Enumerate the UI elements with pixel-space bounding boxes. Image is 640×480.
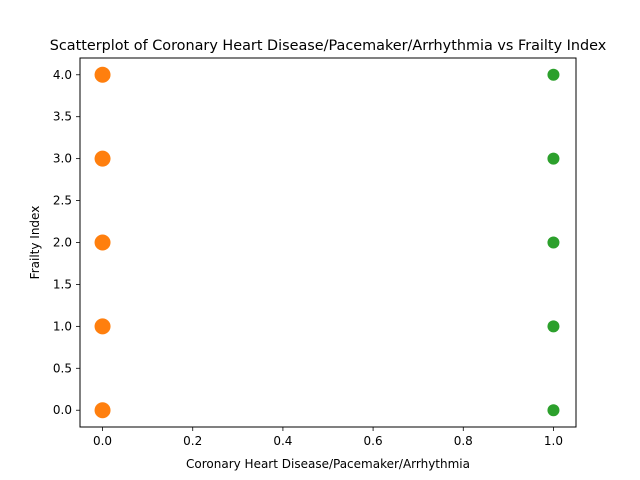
x-tick-label: 0.0 [93,434,112,448]
data-point [94,150,111,167]
plot-frame [79,57,577,428]
y-tick-label: 1.0 [53,319,72,333]
y-tick-label: 0.5 [53,361,72,375]
x-tick-label: 1.0 [544,434,563,448]
data-point [94,234,111,251]
chart-title: Scatterplot of Coronary Heart Disease/Pa… [50,38,607,54]
series-0 [94,66,111,419]
data-point [547,320,560,333]
y-axis-label: Frailty Index [28,206,42,280]
y-axis: 0.0 0.5 1.0 1.5 2.0 2.5 3.0 3.5 4.0 [53,68,80,417]
y-tick-label: 4.0 [53,68,72,82]
x-tick-label: 0.4 [273,434,292,448]
x-tick-label: 0.8 [454,434,473,448]
y-tick-label: 2.5 [53,194,72,208]
data-point [94,402,111,419]
x-axis: 0.0 0.2 0.4 0.6 0.8 1.0 [93,427,563,448]
series-1 [547,68,560,417]
x-tick-label: 0.6 [364,434,383,448]
y-tick-label: 3.5 [53,110,72,124]
data-point [547,68,560,81]
data-point [547,404,560,417]
plot-area [94,66,560,419]
data-point [94,318,111,335]
x-axis-label: Coronary Heart Disease/Pacemaker/Arrhyth… [186,457,470,471]
y-tick-label: 1.5 [53,277,72,291]
x-tick-label: 0.2 [183,434,202,448]
y-tick-label: 0.0 [53,403,72,417]
y-tick-label: 3.0 [53,152,72,166]
data-point [547,152,560,165]
data-point [94,66,111,83]
data-point [547,236,560,249]
y-tick-label: 2.0 [53,236,72,250]
